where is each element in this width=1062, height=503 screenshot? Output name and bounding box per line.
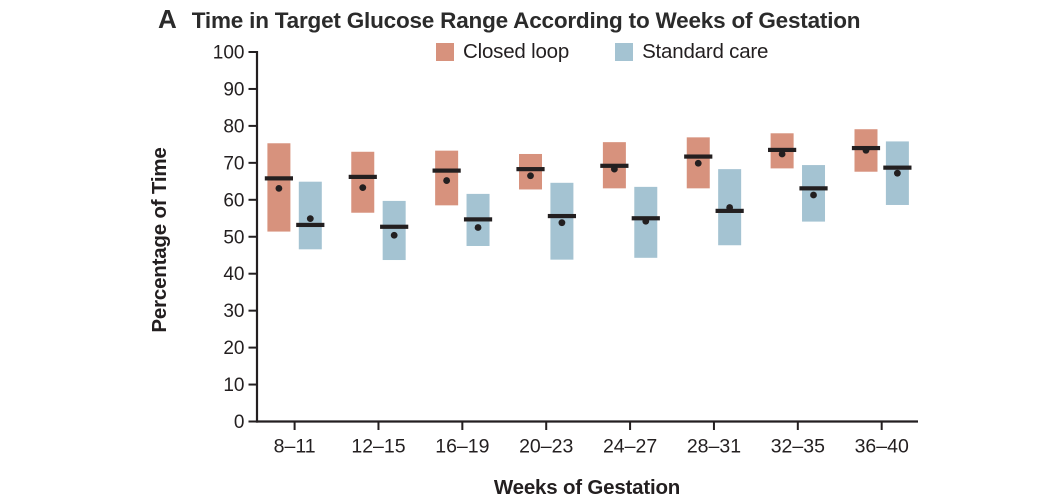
median-line-standard-care-2: [463, 217, 493, 222]
y-tick-label-80: 80: [223, 116, 244, 137]
median-line-standard-care-3: [547, 213, 577, 219]
mean-dot-standard-care-0: [306, 215, 314, 223]
mean-dot-closed-loop-2: [443, 177, 451, 184]
median-line-standard-care-6: [799, 186, 828, 191]
y-tick-label-0: 0: [234, 412, 245, 433]
legend-swatch-closed-loop: [436, 43, 454, 61]
mean-dot-closed-loop-6: [778, 150, 786, 158]
x-tick-label-4: 24–27: [603, 436, 657, 458]
mean-dot-standard-care-1: [390, 231, 398, 239]
y-tick-label-20: 20: [223, 338, 244, 359]
x-axis-title: Weeks of Gestation: [493, 476, 681, 499]
mean-dot-standard-care-5: [726, 204, 734, 211]
x-tick-label-1: 12–15: [351, 436, 405, 458]
mean-dot-standard-care-2: [474, 224, 482, 231]
median-line-closed-loop-0: [264, 176, 293, 181]
mean-dot-standard-care-6: [810, 191, 817, 199]
panel-letter: A: [158, 4, 177, 34]
range-bar-closed-loop-3: [519, 153, 543, 190]
mean-dot-closed-loop-1: [359, 184, 367, 192]
figure-header: A Time in Target Glucose Range According …: [158, 4, 861, 35]
mean-dot-closed-loop-7: [862, 146, 870, 154]
mean-dot-closed-loop-5: [694, 159, 702, 167]
median-line-closed-loop-2: [432, 168, 461, 173]
y-tick-label-50: 50: [223, 227, 244, 248]
y-tick-label-30: 30: [223, 301, 244, 322]
median-line-closed-loop-5: [684, 154, 713, 159]
y-tick-label-10: 10: [223, 375, 244, 396]
median-line-standard-care-1: [380, 224, 409, 229]
range-bar-standard-care-1: [382, 200, 406, 261]
x-tick-label-7: 36–40: [855, 436, 909, 458]
mean-dot-standard-care-3: [558, 219, 566, 227]
median-line-closed-loop-3: [516, 167, 545, 172]
x-tick-label-5: 28–31: [687, 436, 741, 458]
legend-label-standard-care: Standard care: [642, 40, 769, 63]
mean-dot-standard-care-4: [642, 217, 650, 225]
y-tick-label-60: 60: [223, 190, 244, 211]
median-line-closed-loop-6: [768, 147, 797, 153]
mean-dot-closed-loop-0: [275, 184, 283, 192]
median-line-standard-care-7: [883, 165, 912, 170]
x-tick-label-0: 8–11: [274, 436, 316, 458]
y-tick-label-100: 100: [213, 43, 245, 64]
median-line-closed-loop-1: [348, 174, 377, 179]
x-tick-label-6: 32–35: [771, 436, 825, 458]
x-tick-label-2: 16–19: [435, 436, 489, 458]
median-line-standard-care-0: [296, 222, 325, 228]
y-tick-label-90: 90: [223, 79, 244, 100]
mean-dot-standard-care-7: [893, 169, 901, 177]
mean-dot-closed-loop-4: [610, 165, 618, 173]
figure-title: Time in Target Glucose Range According t…: [191, 8, 861, 33]
legend-label-closed-loop: Closed loop: [463, 40, 570, 63]
mean-dot-closed-loop-3: [527, 172, 534, 180]
range-bar-closed-loop-1: [351, 151, 375, 213]
y-tick-label-70: 70: [223, 153, 244, 174]
chart-legend: Closed loop Standard care: [436, 40, 769, 63]
legend-swatch-standard-care: [615, 43, 634, 61]
y-tick-label-40: 40: [223, 264, 244, 285]
x-tick-label-3: 20–23: [519, 436, 573, 458]
